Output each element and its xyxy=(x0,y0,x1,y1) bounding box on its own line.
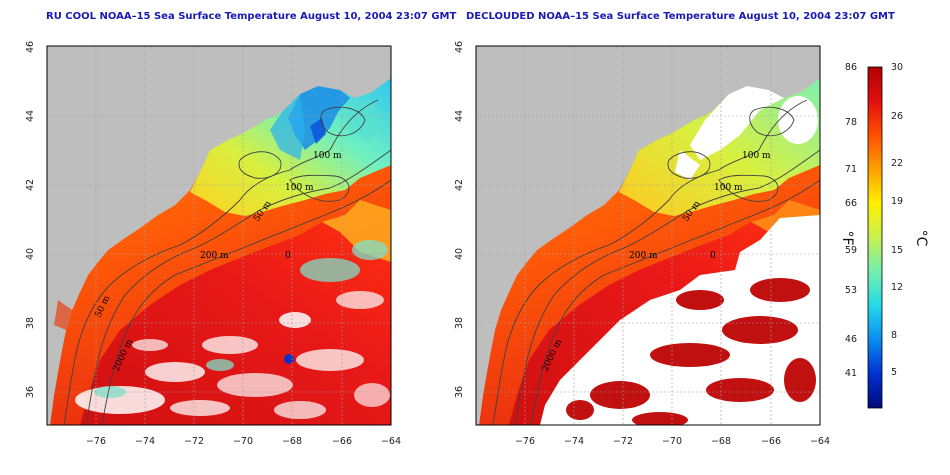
lat-lon-grid xyxy=(47,46,391,425)
lat-tick: 38 xyxy=(25,317,36,329)
celsius-tick: 8 xyxy=(891,330,897,341)
bathymetry-contours xyxy=(63,99,391,425)
contour-label: 100 m xyxy=(313,151,342,161)
celsius-tick: 30 xyxy=(891,62,903,73)
fahrenheit-unit-label: °F xyxy=(839,230,855,245)
colorbar-gradient xyxy=(867,66,883,409)
lon-tick: −66 xyxy=(761,436,781,447)
lat-tick: 40 xyxy=(25,248,36,260)
lon-tick: −68 xyxy=(282,436,302,447)
celsius-tick: 5 xyxy=(891,367,897,378)
lon-tick: −64 xyxy=(381,436,401,447)
lat-tick: 40 xyxy=(454,248,465,260)
cloud-cover xyxy=(75,291,390,419)
lon-tick: −66 xyxy=(332,436,352,447)
panel-right-map: 100 m 100 m 50 m 200 m 0 2000 m −76 −74 … xyxy=(454,41,830,447)
lat-lon-grid xyxy=(476,46,820,425)
celsius-tick: 22 xyxy=(891,158,903,169)
lon-tick: −74 xyxy=(564,436,584,447)
celsius-unit-label: °C xyxy=(913,230,929,247)
lon-tick: −72 xyxy=(613,436,633,447)
lon-tick: −76 xyxy=(86,436,106,447)
fahrenheit-tick: 66 xyxy=(845,198,857,209)
lat-tick: 46 xyxy=(25,41,36,53)
lon-tick: −76 xyxy=(515,436,535,447)
lon-tick: −74 xyxy=(135,436,155,447)
lat-tick: 38 xyxy=(454,317,465,329)
map-frame xyxy=(46,45,392,426)
contour-label: 100 m xyxy=(714,183,743,193)
map-frame xyxy=(475,45,821,426)
celsius-tick: 19 xyxy=(891,196,903,207)
lat-tick: 42 xyxy=(454,179,465,191)
panel-right-title: DECLOUDED NOAA–15 Sea Surface Temperatur… xyxy=(466,11,895,22)
celsius-tick: 15 xyxy=(891,245,903,256)
fahrenheit-tick: 78 xyxy=(845,117,857,128)
lon-tick: −68 xyxy=(711,436,731,447)
contour-label: 100 m xyxy=(285,183,314,193)
contour-label: 200 m xyxy=(629,251,658,261)
contour-label: 0 xyxy=(285,251,291,261)
bathymetry-contours xyxy=(492,99,820,425)
contour-label: 100 m xyxy=(742,151,771,161)
celsius-tick: 26 xyxy=(891,111,903,122)
panel-left-map: 100 m 100 m 50 m 200 m 0 50 m 2000 m −76… xyxy=(25,41,401,447)
lon-tick: −70 xyxy=(233,436,253,447)
lat-tick: 44 xyxy=(454,110,465,122)
contour-label: 200 m xyxy=(200,251,229,261)
panel-left-title: RU COOL NOAA–15 Sea Surface Temperature … xyxy=(46,11,457,22)
fahrenheit-tick: 46 xyxy=(845,334,857,345)
lat-tick: 44 xyxy=(25,110,36,122)
lat-tick: 36 xyxy=(25,386,36,398)
lat-tick: 36 xyxy=(454,386,465,398)
fahrenheit-tick: 86 xyxy=(845,62,857,73)
contour-label: 0 xyxy=(710,251,716,261)
lon-tick: −72 xyxy=(184,436,204,447)
lon-tick: −70 xyxy=(662,436,682,447)
celsius-tick: 12 xyxy=(891,282,903,293)
cold-patch xyxy=(284,354,294,364)
lat-tick: 46 xyxy=(454,41,465,53)
lat-tick: 42 xyxy=(25,179,36,191)
lon-tick: −64 xyxy=(810,436,830,447)
fahrenheit-tick: 71 xyxy=(845,164,857,175)
colorbar: 86 78 71 66 59 53 46 41 30 26 22 19 15 1… xyxy=(839,62,929,409)
fahrenheit-tick: 59 xyxy=(845,245,857,256)
fahrenheit-tick: 41 xyxy=(845,368,857,379)
fahrenheit-tick: 53 xyxy=(845,285,857,296)
